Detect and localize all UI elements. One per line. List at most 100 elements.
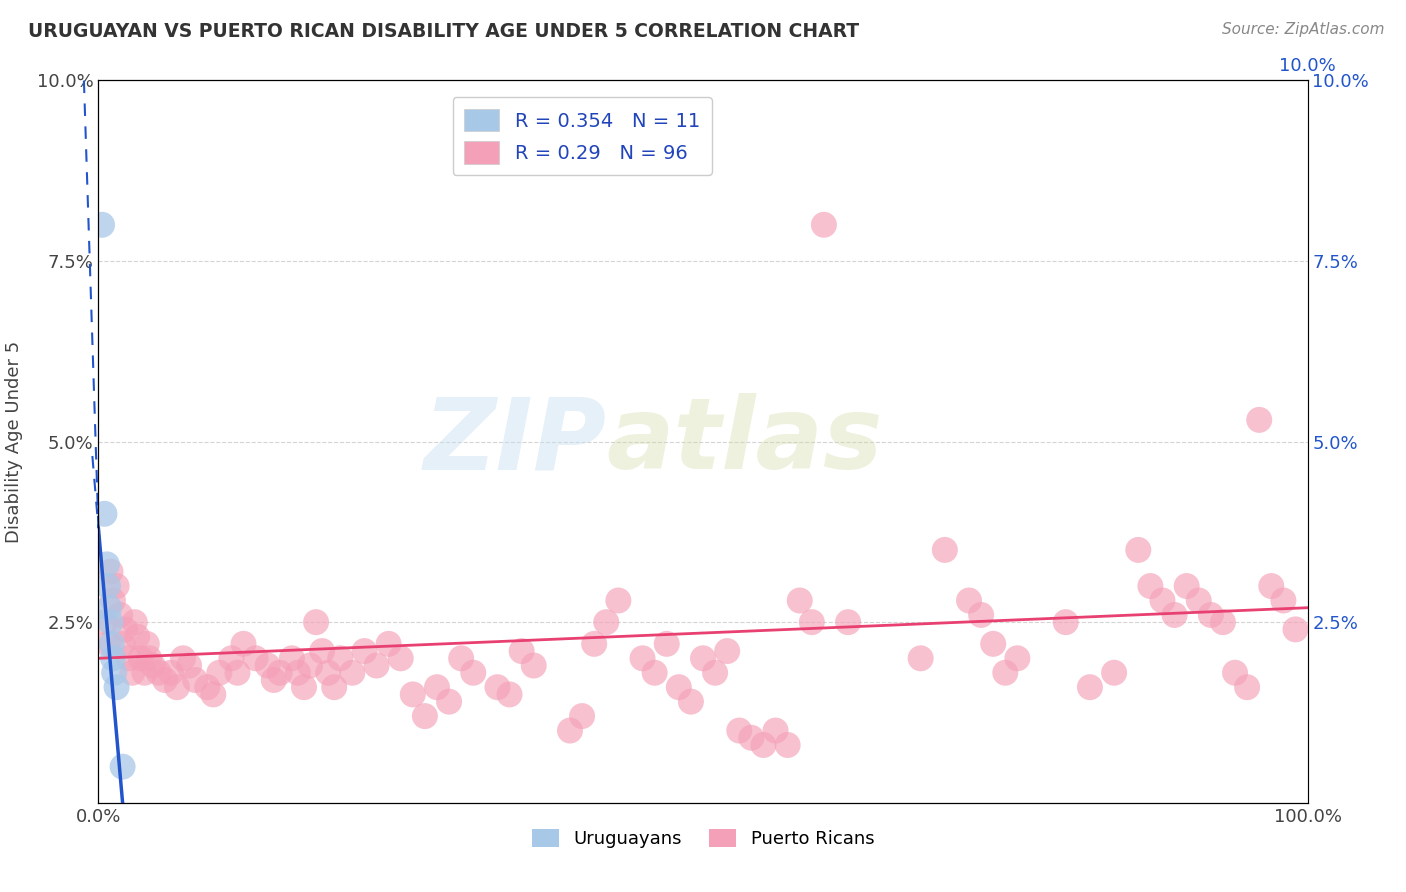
Text: ZIP: ZIP (423, 393, 606, 490)
Point (800, 615, 823, 630)
Point (96, 558, 118, 572)
Point (93, 615, 115, 630)
Point (195, 680, 218, 694)
Point (463, 665, 485, 680)
Point (1236, 680, 1258, 694)
Point (1054, 615, 1077, 630)
Point (172, 651, 194, 665)
Point (837, 615, 859, 630)
Point (111, 637, 134, 651)
Point (103, 665, 125, 680)
Text: URUGUAYAN VS PUERTO RICAN DISABILITY AGE UNDER 5 CORRELATION CHART: URUGUAYAN VS PUERTO RICAN DISABILITY AGE… (28, 22, 859, 41)
Point (148, 665, 170, 680)
Point (510, 644, 533, 658)
Point (994, 665, 1017, 680)
Point (129, 651, 152, 665)
Point (437, 695, 460, 709)
Point (571, 709, 593, 723)
Point (389, 651, 412, 665)
Point (311, 644, 333, 658)
Point (523, 658, 546, 673)
Point (221, 651, 243, 665)
Point (498, 687, 520, 701)
Point (101, 593, 124, 607)
Point (595, 615, 617, 630)
Point (910, 651, 932, 665)
Text: atlas: atlas (606, 393, 883, 490)
Point (97, 579, 120, 593)
Point (101, 651, 124, 665)
Point (789, 593, 811, 607)
Point (118, 651, 141, 665)
Point (269, 665, 291, 680)
Point (631, 651, 654, 665)
Point (970, 607, 993, 622)
Point (607, 593, 630, 607)
Point (124, 615, 146, 630)
Point (100, 565, 122, 579)
Point (292, 680, 315, 694)
Point (105, 579, 128, 593)
Point (299, 658, 322, 673)
Point (245, 651, 267, 665)
Point (692, 651, 714, 665)
Point (121, 665, 143, 680)
Point (1212, 615, 1234, 630)
Point (256, 658, 278, 673)
Point (226, 665, 249, 680)
Point (353, 644, 375, 658)
Point (558, 723, 581, 738)
Point (323, 680, 346, 694)
Point (263, 673, 285, 687)
Point (316, 665, 339, 680)
Point (108, 607, 131, 622)
Point (1199, 607, 1222, 622)
Point (91, 218, 114, 232)
Point (142, 658, 165, 673)
Point (160, 665, 183, 680)
Point (1284, 623, 1306, 637)
Point (134, 665, 156, 680)
Point (166, 680, 188, 694)
Text: Source: ZipAtlas.com: Source: ZipAtlas.com (1222, 22, 1385, 37)
Point (1078, 680, 1101, 694)
Point (100, 615, 122, 630)
Point (655, 637, 678, 651)
Y-axis label: Disability Age Under 5: Disability Age Under 5 (4, 341, 22, 542)
Point (679, 695, 702, 709)
Point (135, 637, 157, 651)
Point (728, 723, 751, 738)
Point (329, 651, 352, 665)
Point (97, 637, 120, 651)
Point (1249, 413, 1271, 427)
Point (281, 651, 304, 665)
Point (413, 709, 436, 723)
Point (342, 665, 364, 680)
Point (1188, 593, 1211, 607)
Point (105, 680, 128, 694)
Point (426, 680, 449, 694)
Point (232, 637, 254, 651)
Point (1272, 593, 1295, 607)
Point (934, 542, 956, 557)
Point (138, 651, 160, 665)
Point (1007, 651, 1029, 665)
Point (179, 658, 201, 673)
Point (740, 731, 762, 745)
Point (668, 680, 690, 694)
Point (1152, 593, 1174, 607)
Point (765, 723, 787, 738)
Point (98, 600, 121, 615)
Point (716, 644, 738, 658)
Point (111, 760, 134, 774)
Point (1128, 542, 1150, 557)
Point (377, 637, 399, 651)
Point (752, 738, 775, 752)
Point (127, 630, 149, 644)
Point (100, 637, 122, 651)
Point (1139, 579, 1161, 593)
Point (202, 687, 225, 701)
Point (208, 665, 231, 680)
Point (153, 673, 176, 687)
Point (366, 658, 388, 673)
